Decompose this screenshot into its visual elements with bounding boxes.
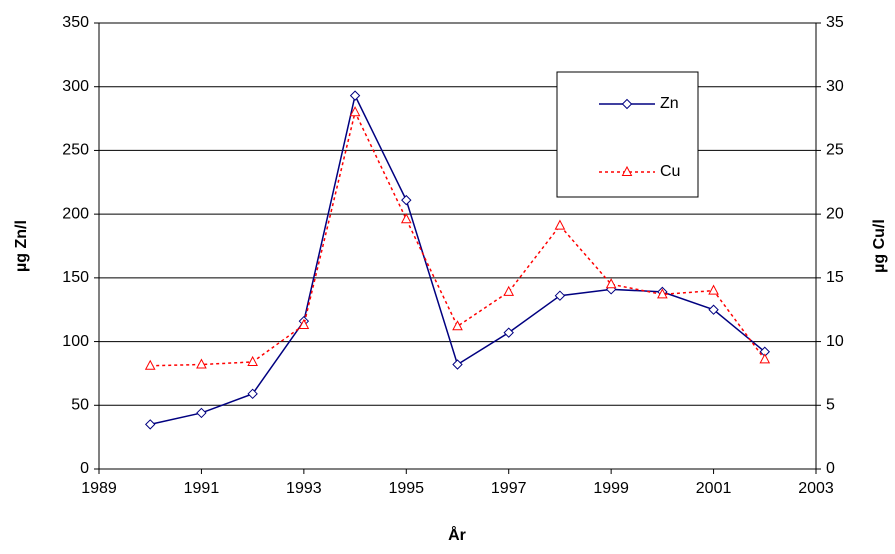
x-tick-label: 2003 — [798, 480, 834, 497]
point — [145, 419, 156, 430]
x-tick-label: 1993 — [286, 480, 322, 497]
point — [759, 353, 771, 364]
x-tick-label: 1997 — [491, 480, 527, 497]
y2-axis-label: µg Cu/l — [871, 219, 888, 273]
point — [554, 290, 566, 301]
y-tick-label: 200 — [62, 205, 89, 222]
point — [708, 284, 719, 295]
point — [298, 318, 310, 330]
point — [503, 327, 514, 338]
point — [554, 219, 566, 230]
point — [247, 388, 258, 400]
y-tick-label: 250 — [62, 142, 89, 159]
point — [247, 355, 258, 366]
point — [401, 194, 412, 206]
legend-label: Cu — [660, 163, 680, 180]
legend-box — [556, 71, 699, 198]
x-tick-label: 1989 — [81, 480, 117, 497]
y-tick-label: 100 — [62, 333, 89, 350]
point — [605, 278, 617, 289]
point — [196, 358, 207, 369]
y-tick-label: 50 — [71, 397, 89, 414]
y2-tick-label: 30 — [826, 78, 844, 95]
y-tick-label: 300 — [62, 78, 89, 95]
point — [503, 285, 515, 296]
x-tick-label: 1995 — [388, 480, 424, 497]
y2-tick-label: 5 — [826, 397, 835, 414]
y-tick-label: 0 — [80, 460, 89, 477]
x-tick-label: 2001 — [696, 480, 732, 497]
y2-tick-label: 10 — [826, 333, 844, 350]
legend-marker — [621, 165, 633, 176]
y-tick-label: 350 — [62, 14, 89, 31]
point — [349, 90, 361, 101]
legend-marker — [621, 98, 633, 110]
y2-tick-label: 20 — [826, 205, 844, 222]
point — [349, 106, 361, 117]
point — [452, 320, 463, 331]
y2-tick-label: 25 — [826, 142, 844, 159]
point — [400, 213, 412, 224]
legend-label: Zn — [660, 95, 679, 112]
x-axis-label: År — [448, 525, 466, 544]
point — [144, 359, 156, 370]
point — [452, 359, 463, 370]
y2-tick-label: 15 — [826, 269, 844, 286]
point — [196, 407, 207, 419]
point — [657, 288, 668, 299]
y-axis-label: µg Zn/l — [13, 220, 30, 272]
y2-tick-label: 35 — [826, 14, 844, 31]
x-tick-label: 1991 — [184, 480, 220, 497]
x-tick-label: 1999 — [593, 480, 629, 497]
y-tick-label: 150 — [62, 269, 89, 286]
point — [708, 304, 719, 315]
y2-tick-label: 0 — [826, 460, 835, 477]
